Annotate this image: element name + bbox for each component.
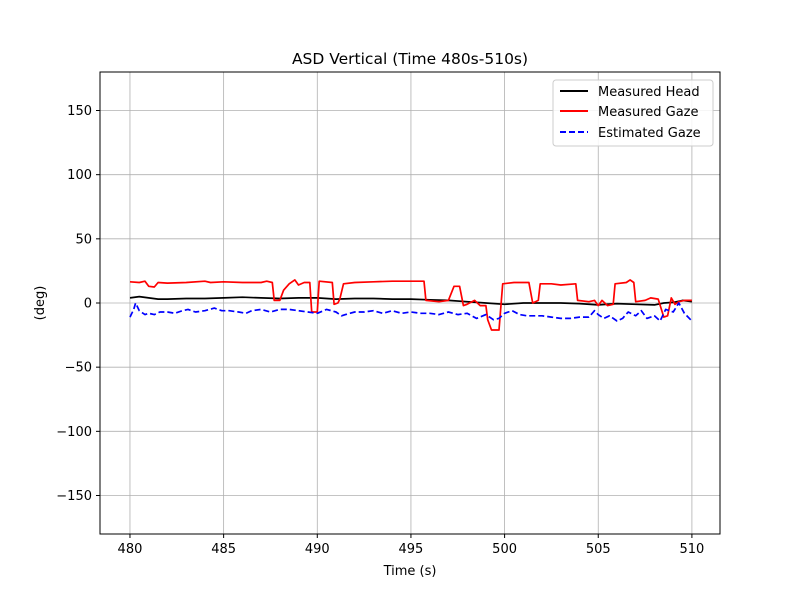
- y-tick-label: −150: [56, 489, 92, 504]
- legend-box: [552, 79, 714, 147]
- y-axis-label: (deg): [33, 286, 48, 321]
- chart-title: ASD Vertical (Time 480s-510s): [292, 50, 528, 68]
- x-tick-label: 510: [679, 542, 704, 557]
- legend-label-measured-head: Measured Head: [598, 85, 700, 100]
- y-tick-label: −50: [65, 361, 92, 376]
- y-tick-label: 150: [67, 104, 92, 119]
- series-line-estimated-gaze: [129, 302, 693, 322]
- x-tick-label: 490: [305, 542, 330, 557]
- x-tick-label: 485: [211, 542, 236, 557]
- legend: Measured Head Measured Gaze Estimated Ga…: [552, 79, 714, 147]
- x-tick-label: 480: [118, 542, 143, 557]
- axis-ticks: 480 485 490 495 500 505 510 −150 −100 −50 0 50 100 15…: [56, 104, 704, 557]
- series-line-measured-gaze: [129, 279, 692, 331]
- legend-label-estimated-gaze: Estimated Gaze: [598, 126, 701, 141]
- series-lines: [129, 279, 693, 331]
- y-tick-label: 50: [75, 232, 92, 247]
- x-tick-label: 500: [492, 542, 517, 557]
- x-tick-label: 495: [399, 542, 424, 557]
- y-tick-label: −100: [56, 425, 92, 440]
- series-line-measured-head: [129, 295, 693, 306]
- x-tick-label: 505: [586, 542, 611, 557]
- y-tick-label: 100: [67, 168, 92, 183]
- x-axis-label: Time (s): [383, 564, 437, 579]
- legend-label-measured-gaze: Measured Gaze: [598, 105, 699, 120]
- y-tick-label: 0: [84, 297, 92, 312]
